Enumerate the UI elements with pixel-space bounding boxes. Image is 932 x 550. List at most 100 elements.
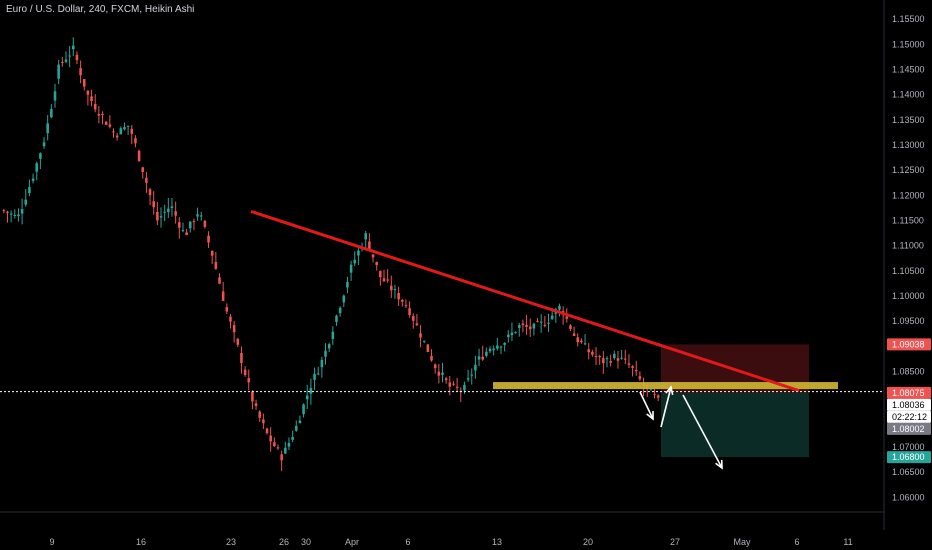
price-axis-tick: 1.15500 (892, 14, 925, 24)
candle (550, 315, 554, 320)
candle (426, 344, 430, 352)
candle (115, 135, 119, 138)
candle (525, 324, 528, 327)
candle (240, 353, 243, 364)
candle (397, 293, 400, 300)
candle (477, 356, 481, 360)
projection-arrow-up[interactable] (660, 386, 672, 428)
candle (203, 220, 207, 227)
candle (572, 333, 576, 336)
price-axis-tick: 1.15000 (892, 39, 925, 49)
candle (119, 128, 123, 135)
candle (309, 387, 313, 394)
candle (192, 221, 196, 223)
candle (28, 187, 31, 194)
candle (466, 378, 470, 380)
candle (50, 109, 53, 118)
candle (488, 348, 492, 352)
candle (225, 307, 229, 312)
price-axis-tick: 1.10500 (892, 266, 925, 276)
candle (130, 128, 134, 134)
candle (485, 351, 488, 356)
candle (9, 213, 13, 215)
candle (656, 395, 660, 398)
price-axis-tick: 1.06000 (892, 492, 925, 502)
candle (148, 189, 152, 196)
candle (39, 153, 42, 159)
candle (587, 349, 590, 353)
projection-arrow-down-2[interactable] (682, 394, 723, 469)
candle (393, 289, 397, 291)
price-axis-tick: 1.11000 (892, 241, 924, 251)
price-tag-label: 1.08075 (892, 388, 925, 398)
candle (517, 325, 521, 328)
candle (276, 447, 280, 449)
candle (24, 199, 28, 205)
candle (236, 338, 240, 345)
candle (627, 363, 631, 365)
time-axis-tick: May (733, 537, 751, 547)
candle (214, 262, 218, 269)
candle (280, 454, 283, 461)
price-tag-label: 1.08002 (892, 424, 925, 434)
candle (382, 278, 386, 282)
candle (401, 300, 404, 302)
time-axis-tick: 11 (843, 537, 852, 547)
take-profit-box[interactable] (661, 392, 809, 458)
price-axis-tick: 1.13000 (892, 140, 925, 150)
candle (287, 442, 291, 447)
candle (145, 177, 148, 183)
candle (338, 307, 342, 314)
candle (390, 285, 393, 291)
candle (104, 121, 108, 125)
price-axis-tick: 1.07000 (892, 442, 925, 452)
candle (269, 435, 272, 442)
candle (539, 321, 543, 323)
candle (188, 221, 192, 229)
candle (580, 340, 583, 343)
candle (623, 358, 627, 360)
projection-arrow-down-2-head (715, 459, 723, 470)
candle (123, 127, 126, 130)
time-axis-tick: 9 (49, 537, 54, 547)
candle (379, 270, 382, 278)
candle (620, 357, 623, 359)
time-axis-tick: 30 (301, 537, 311, 547)
candle (174, 211, 177, 216)
candle (649, 389, 653, 391)
candle (313, 373, 316, 380)
time-axis-tick: 23 (226, 537, 236, 547)
resistance-trendline[interactable] (250, 209, 800, 393)
price-axis-tick: 1.12500 (892, 165, 925, 175)
candle (386, 279, 389, 281)
candle (210, 250, 214, 256)
candle (364, 233, 368, 240)
candle (503, 342, 506, 345)
candle (156, 211, 159, 221)
candle (653, 394, 656, 396)
candle (346, 281, 349, 288)
candle (82, 79, 86, 87)
candle (543, 324, 547, 326)
projection-arrow-down-1[interactable] (639, 391, 654, 420)
support-zone[interactable] (493, 382, 838, 390)
price-tag (887, 410, 931, 423)
price-tag-label: 02:22:12 (892, 412, 927, 422)
candle (72, 45, 75, 50)
candle (163, 211, 166, 213)
candle (68, 55, 71, 57)
candle (463, 385, 466, 391)
time-axis-tick: 20 (583, 537, 593, 547)
candle (583, 343, 587, 345)
price-axis-tick: 1.10000 (892, 291, 925, 301)
candle (232, 325, 236, 333)
price-axis-tick: 1.06500 (892, 467, 925, 477)
candle (547, 322, 550, 324)
candle (35, 163, 39, 172)
price-tag-label: 1.08036 (892, 400, 925, 410)
candle (243, 369, 247, 376)
candle (437, 371, 441, 376)
candle (221, 291, 225, 301)
candle (331, 331, 335, 339)
